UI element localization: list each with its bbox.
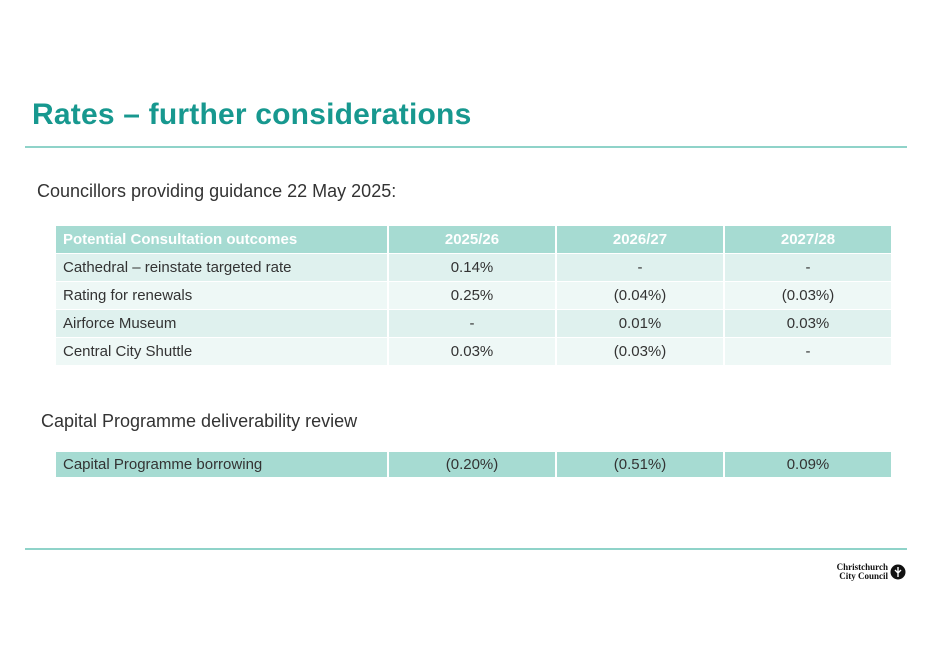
logo-text: City Council bbox=[839, 571, 888, 581]
table-cell: (0.03%) bbox=[725, 282, 891, 309]
section-heading: Capital Programme deliverability review bbox=[41, 411, 358, 431]
header-row: Potential Consultation outcomes 2025/26 20… bbox=[56, 226, 891, 253]
table-cell: Central City Shuttle bbox=[56, 338, 387, 365]
table-cell: Capital Programme borrowing bbox=[56, 452, 387, 477]
divider bbox=[25, 548, 907, 550]
table-cell: - bbox=[725, 254, 891, 281]
table-cell: Airforce Museum bbox=[56, 310, 387, 337]
table: Potential Consultation outcomes 2025/26 20… bbox=[54, 225, 893, 366]
table-cell: 0.03% bbox=[725, 310, 891, 337]
divider bbox=[25, 146, 907, 148]
table-cell: 0.14% bbox=[389, 254, 555, 281]
header-cell: 2027/28 bbox=[725, 226, 891, 253]
table-cell: (0.20%) bbox=[389, 452, 555, 477]
table-cell: Rating for renewals bbox=[56, 282, 387, 309]
logo: Christchurch City Council bbox=[837, 563, 906, 581]
table-row: Central City Shuttle 0.03% (0.03%) - bbox=[56, 338, 891, 365]
header-cell: 2026/27 bbox=[557, 226, 723, 253]
title: Rates – further considerations bbox=[32, 98, 472, 131]
table-cell: 0.01% bbox=[557, 310, 723, 337]
table-cell: (0.04%) bbox=[557, 282, 723, 309]
table-cell: - bbox=[725, 338, 891, 365]
table-cell: 0.03% bbox=[389, 338, 555, 365]
table-cell: 0.25% bbox=[389, 282, 555, 309]
logo-text: Christchurch bbox=[836, 562, 888, 572]
table-row: Capital Programme borrowing (0.20%) (0.51%… bbox=[56, 452, 891, 477]
table-cell: 0.09% bbox=[725, 452, 891, 477]
table-cell: - bbox=[557, 254, 723, 281]
table: Capital Programme borrowing (0.20%) (0.51%… bbox=[54, 451, 893, 478]
table-cell: (0.51%) bbox=[557, 452, 723, 477]
table-cell: (0.03%) bbox=[557, 338, 723, 365]
logo-icon bbox=[890, 564, 906, 580]
header-cell: 2025/26 bbox=[389, 226, 555, 253]
table-cell: - bbox=[389, 310, 555, 337]
table-row: Cathedral – reinstate targeted rate 0.14%… bbox=[56, 254, 891, 281]
table-cell: Cathedral – reinstate targeted rate bbox=[56, 254, 387, 281]
header-cell: Potential Consultation outcomes bbox=[56, 226, 387, 253]
table-row: Rating for renewals 0.25% (0.04%) (0.03%) bbox=[56, 282, 891, 309]
section-heading: Councillors providing guidance 22 May 20… bbox=[37, 181, 397, 201]
table-row: Airforce Museum -0.01% 0.03% bbox=[56, 310, 891, 337]
